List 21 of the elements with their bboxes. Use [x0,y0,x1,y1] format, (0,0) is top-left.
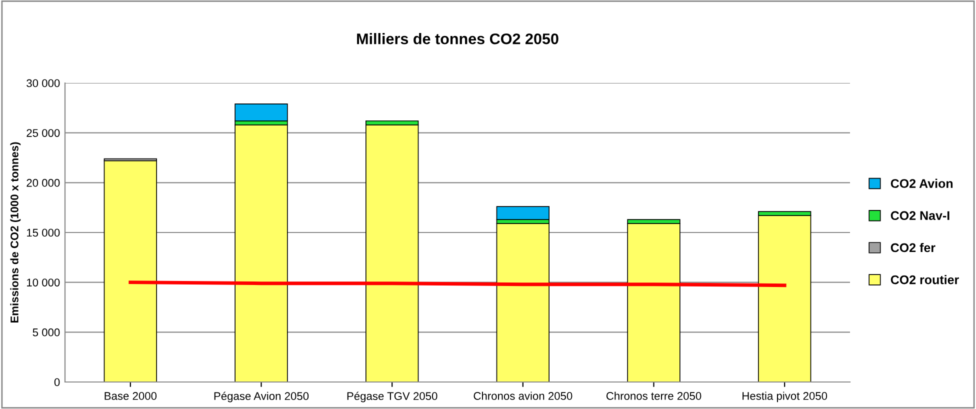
x-tick-label: Chronos terre 2050 [606,392,702,400]
bar [496,206,550,220]
x-tick-label: Pégase TGV 2050 [347,392,438,402]
y-tick-label: 5 000 [32,328,60,336]
y-tick-label: 30 000 [26,79,60,88]
y-axis-title: Emissions de CO2 (1000 x tonnes) [10,142,21,323]
x-tick-label: Hestia pivot 2050 [742,392,828,402]
legend-label: CO2 Nav-I [890,211,950,220]
legend-label: CO2 fer [890,242,936,252]
y-tick-label: 25 000 [26,129,60,137]
x-tick-label: Pégase Avion 2050 [214,392,309,402]
y-tick-label: 0 [54,378,60,386]
bar [234,104,288,122]
y-tick-label: 10 000 [27,278,60,286]
y-tick-label: 20 000 [26,178,60,187]
legend-label: CO2 Avion [890,178,953,188]
y-tick-label: 15 000 [27,228,60,237]
chart-title: Milliers de tonnes CO2 2050 [357,33,558,44]
x-tick-label: Base 2000 [104,392,157,400]
x-tick-label: Chronos avion 2050 [474,392,572,400]
legend-label: CO2 routier [890,275,959,284]
